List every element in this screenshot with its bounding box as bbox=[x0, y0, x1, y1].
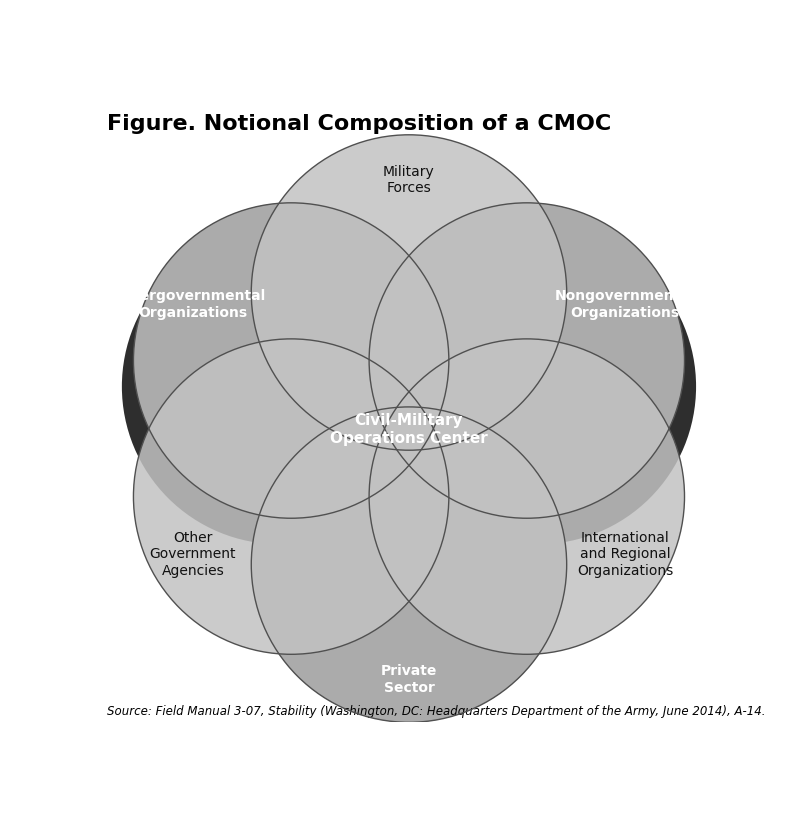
Circle shape bbox=[133, 204, 448, 518]
Circle shape bbox=[122, 229, 437, 545]
Text: Nongovernmental
Organizations: Nongovernmental Organizations bbox=[555, 289, 695, 319]
Text: Military
Forces: Military Forces bbox=[383, 165, 435, 195]
Circle shape bbox=[133, 204, 448, 518]
Text: Figure. Notional Composition of a CMOC: Figure. Notional Composition of a CMOC bbox=[107, 114, 611, 134]
Text: Intergovernmental
Organizations: Intergovernmental Organizations bbox=[119, 289, 267, 319]
Circle shape bbox=[369, 204, 685, 518]
Circle shape bbox=[381, 229, 696, 545]
Text: Civil-Military
Operations Center: Civil-Military Operations Center bbox=[330, 412, 488, 446]
Text: Source: Field Manual 3-07, Stability (Washington, DC: Headquarters Department of: Source: Field Manual 3-07, Stability (Wa… bbox=[107, 704, 765, 717]
Circle shape bbox=[369, 339, 685, 654]
Circle shape bbox=[251, 136, 567, 450]
Circle shape bbox=[251, 407, 567, 722]
Circle shape bbox=[369, 204, 685, 518]
Text: Private
Sector: Private Sector bbox=[381, 663, 437, 694]
Circle shape bbox=[251, 407, 567, 722]
Circle shape bbox=[133, 339, 448, 654]
Text: Other
Government
Agencies: Other Government Agencies bbox=[149, 530, 236, 577]
Text: International
and Regional
Organizations: International and Regional Organizations bbox=[577, 530, 674, 577]
